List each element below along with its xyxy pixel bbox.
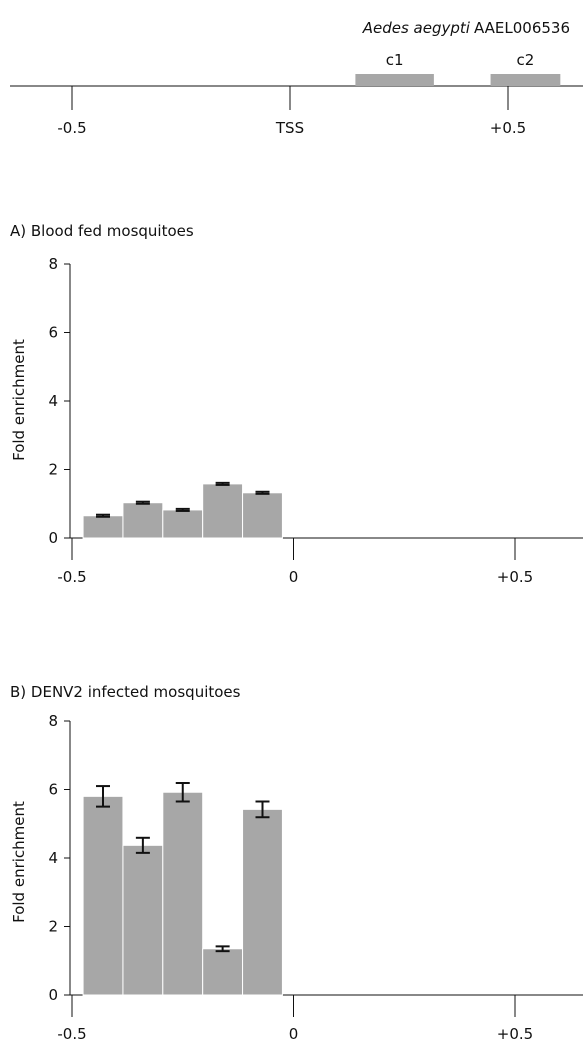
region-bar-c1	[355, 74, 434, 86]
bar-2	[122, 502, 164, 539]
y-tick-label: 8	[48, 255, 58, 273]
x-tick-label: +0.5	[497, 568, 533, 586]
bar-4	[202, 483, 244, 539]
region-label-c2: c2	[517, 51, 535, 69]
region-label-c1: c1	[386, 51, 404, 69]
y-tick-label: 6	[48, 781, 58, 799]
species-name: Aedes aegypti	[362, 19, 471, 37]
y-tick-label: 6	[48, 324, 58, 342]
gene-map-tick-label: +0.5	[490, 119, 526, 137]
gene-id: AAEL006536	[474, 19, 570, 37]
y-tick-label: 0	[48, 986, 58, 1004]
chart-a-bars	[82, 481, 283, 539]
y-tick-label: 4	[48, 392, 58, 410]
x-tick-label: +0.5	[497, 1025, 533, 1043]
chart-b-bars	[82, 781, 283, 996]
x-tick-label: -0.5	[57, 568, 86, 586]
y-tick-label: 8	[48, 712, 58, 730]
x-tick-label: 0	[289, 568, 299, 586]
gene-map-ticks: -0.5 TSS +0.5	[57, 86, 526, 137]
chart-b-ylabel: Fold enrichment	[10, 801, 28, 923]
chart-a-ylabel: Fold enrichment	[10, 339, 28, 461]
gene-map-title: Aedes aegypti AAEL006536	[362, 19, 570, 37]
bar-3	[162, 509, 204, 539]
bar-4	[202, 948, 244, 996]
gene-map: Aedes aegypti AAEL006536 -0.5 TSS +0.5 c1 c2	[10, 19, 583, 137]
x-tick-label: 0	[289, 1025, 299, 1043]
bar-2	[122, 844, 164, 996]
bar-5	[242, 808, 283, 996]
y-tick-label: 4	[48, 849, 58, 867]
bar-3	[162, 791, 204, 996]
gene-map-regions: c1 c2	[355, 51, 561, 86]
chart-b-title: B) DENV2 infected mosquitoes	[10, 683, 241, 701]
region-bar-c2	[490, 74, 561, 86]
chart-a-title: A) Blood fed mosquitoes	[10, 222, 194, 240]
gene-map-tick-label: TSS	[275, 119, 304, 137]
chart-blood-fed: A) Blood fed mosquitoes Fold enrichment …	[10, 222, 583, 586]
y-tick-label: 2	[48, 461, 58, 479]
gene-map-tick-label: -0.5	[57, 119, 86, 137]
bar-1	[82, 515, 124, 539]
chart-denv2-infected: B) DENV2 infected mosquitoes Fold enrich…	[10, 683, 583, 1043]
y-tick-label: 0	[48, 529, 58, 547]
bar-5	[242, 492, 283, 539]
x-tick-label: -0.5	[57, 1025, 86, 1043]
bar-1	[82, 795, 124, 996]
y-tick-label: 2	[48, 918, 58, 936]
